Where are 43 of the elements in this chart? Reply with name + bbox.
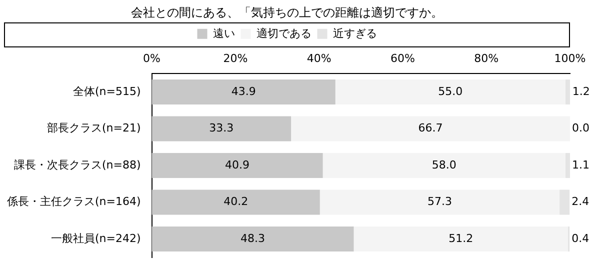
y-tick-label: 課長・次長クラス(n=88): [14, 158, 141, 172]
data-label: 1.2: [572, 84, 590, 98]
bar: [320, 190, 560, 215]
x-tick-label: 40%: [306, 52, 332, 65]
data-label: 66.7: [418, 122, 443, 135]
bar: [152, 153, 323, 178]
legend-label: 近すぎる: [332, 26, 377, 40]
data-label: 43.9: [231, 84, 256, 98]
legend-label: 遠い: [212, 26, 235, 40]
data-label: 58.0: [432, 158, 456, 172]
bar: [565, 79, 570, 104]
bar: [354, 226, 568, 252]
y-tick-label: 部長クラス(n=21): [46, 122, 141, 135]
data-label: 40.2: [224, 195, 248, 208]
data-label: 0.4: [572, 232, 590, 245]
bar: [565, 153, 570, 178]
x-tick-label: 60%: [390, 52, 415, 65]
bar: [152, 116, 292, 142]
data-label: 1.1: [572, 158, 590, 172]
bar: [560, 190, 570, 215]
bar: [152, 79, 336, 104]
bar: [291, 116, 570, 142]
bar: [152, 190, 320, 215]
x-tick-label: 20%: [223, 52, 248, 65]
data-label: 2.4: [572, 195, 590, 208]
data-label: 57.3: [427, 195, 452, 208]
chart-title: 会社との間にある、「気持ちの上での距離は適切ですか。: [131, 5, 443, 20]
bar: [322, 153, 566, 178]
data-label: 48.3: [240, 232, 266, 245]
y-tick-label: 全体(n=515): [72, 84, 141, 98]
bar: [152, 226, 354, 252]
legend-label: 適切である: [256, 26, 312, 40]
x-tick-label: 80%: [474, 52, 499, 65]
data-label: 0.0: [572, 122, 590, 135]
data-label: 51.2: [448, 232, 474, 245]
x-tick-label: 100%: [554, 52, 586, 65]
data-label: 40.9: [225, 158, 250, 172]
y-tick-label: 係長・主任クラス(n=164): [6, 195, 141, 208]
data-label: 55.0: [438, 84, 463, 98]
x-tick-label: 0%: [143, 52, 160, 65]
bar: [335, 79, 566, 104]
data-label: 33.3: [209, 122, 234, 135]
y-tick-label: 一般社員(n=242): [50, 232, 141, 245]
